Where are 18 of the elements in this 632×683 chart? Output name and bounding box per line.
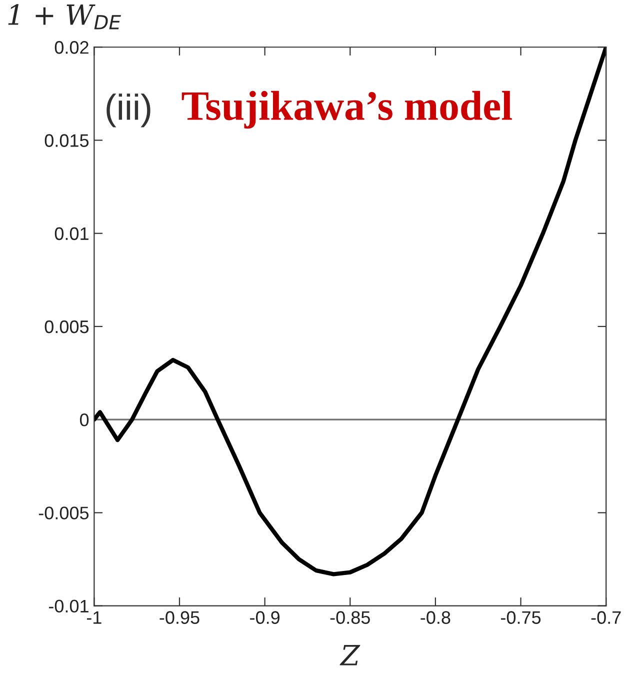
y-tick-label: 0.01 [54,227,88,240]
y-tick-label: 0.005 [44,320,89,334]
y-tick-label: -0.01 [48,600,88,613]
x-axis-title: Z [340,645,360,666]
annotation: Tsujikawa’s model [182,90,512,129]
x-tick-label: -0.7 [591,611,621,624]
y-tick-label: 0 [80,414,89,426]
x-tick-label: -0.8 [420,611,450,624]
x-tick-label: -1 [86,611,102,624]
y-tick-label: 0.02 [54,41,88,54]
y-tick-label: 0.015 [44,134,89,147]
x-tick-label: -0.75 [500,611,541,624]
y-axis-title: 1 + W$_{DE}$ [8,4,121,30]
x-tick-label: -0.9 [250,611,280,624]
annotation: (iii) [106,94,150,128]
x-tick-label: -0.95 [160,611,200,624]
x-tick-label: -0.85 [330,611,370,624]
y-tick-label: -0.005 [38,506,89,520]
